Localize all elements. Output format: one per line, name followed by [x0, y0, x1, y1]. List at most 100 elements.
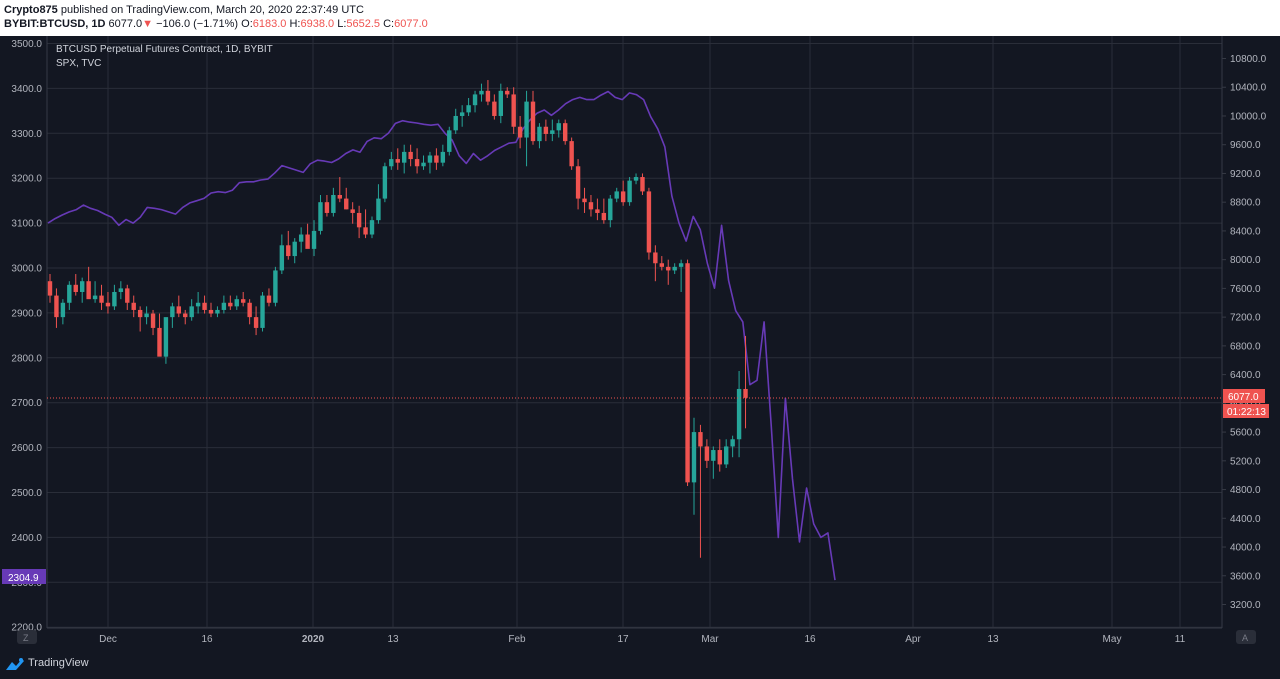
candle-body	[73, 284, 78, 292]
candle	[472, 90, 478, 113]
last-price-value: 6077.0	[108, 18, 143, 30]
candle-body	[517, 126, 523, 138]
candle	[273, 266, 278, 307]
candle	[73, 274, 78, 296]
candle-body	[537, 126, 542, 142]
x-tick-label: 17	[617, 634, 629, 645]
candle	[563, 119, 568, 145]
candle-body	[363, 227, 368, 235]
candle-body	[189, 306, 194, 318]
candle-body	[646, 191, 652, 253]
right-tick-label: 7200.0	[1230, 313, 1261, 324]
main-series-legend[interactable]: BTCUSD Perpetual Futures Contract, 1D, B…	[56, 44, 273, 55]
candle-body	[382, 166, 388, 199]
candle-body	[47, 281, 53, 296]
candle	[672, 263, 677, 275]
left-axis-ticks[interactable]: 3500.0 3400.0 3300.0 3200.0 3100.0 3000.0 2900…	[11, 39, 42, 634]
spx-last-badge-text: 2304.9	[8, 573, 39, 584]
candle	[157, 313, 162, 357]
candle	[459, 105, 465, 127]
candle	[537, 123, 542, 149]
candle	[492, 94, 497, 120]
left-tick-label: 2800.0	[11, 353, 42, 364]
candle	[530, 90, 536, 145]
x-tick-label: 2020	[302, 634, 325, 645]
candle	[614, 187, 619, 203]
candle	[99, 284, 104, 310]
left-tick-label: 2500.0	[11, 488, 42, 499]
candle-body	[633, 177, 639, 181]
right-axis-ticks[interactable]: 10800.0 10400.0 10000.0 9600.0 9200.0 8800.0 8…	[1222, 54, 1267, 611]
candle	[517, 115, 523, 149]
candle-body	[459, 112, 465, 116]
candle	[350, 202, 355, 224]
candle-body	[717, 450, 722, 465]
right-tick-label: 9200.0	[1230, 169, 1261, 180]
candle	[118, 281, 124, 300]
candle-body	[627, 180, 632, 203]
auto-scale-left-button[interactable]	[17, 630, 37, 644]
candle-body	[563, 123, 568, 142]
left-tick-label: 2400.0	[11, 533, 42, 544]
candle	[363, 209, 368, 239]
x-tick-label: Feb	[508, 634, 526, 645]
candle	[170, 302, 175, 328]
price-chart[interactable]: 3500.0 3400.0 3300.0 3200.0 3100.0 3000.0 2900…	[0, 36, 1280, 652]
candle	[286, 230, 291, 260]
right-tick-label: 10000.0	[1230, 111, 1267, 122]
right-tick-label: 4400.0	[1230, 514, 1261, 525]
left-tick-label: 2900.0	[11, 308, 42, 319]
right-tick-label: 4800.0	[1230, 485, 1261, 496]
candle	[447, 126, 452, 156]
candle-body	[582, 198, 587, 203]
candle	[221, 295, 227, 314]
candle	[440, 144, 446, 167]
candle-body	[440, 151, 446, 163]
candle-body	[427, 155, 433, 163]
countdown-badge-text: 01:22:13	[1227, 407, 1266, 418]
candle	[195, 291, 201, 314]
candle-body	[453, 115, 458, 131]
candle	[659, 256, 664, 271]
candle	[234, 295, 239, 310]
candle-body	[228, 302, 233, 307]
candle	[382, 162, 388, 203]
auto-scale-right-button[interactable]	[1236, 630, 1256, 644]
last-price-badge	[1223, 389, 1265, 403]
tradingview-brand-text[interactable]: TradingView	[28, 657, 89, 669]
candle-body	[466, 105, 471, 113]
right-tick-label: 6400.0	[1230, 370, 1261, 381]
overlay-series-legend[interactable]: SPX, TVC	[56, 58, 102, 69]
tradingview-logo-icon[interactable]	[6, 657, 24, 671]
candle-body	[260, 295, 265, 328]
candle-body	[337, 195, 342, 199]
candle-body	[183, 313, 188, 318]
candle	[524, 90, 529, 167]
right-tick-label: 8800.0	[1230, 198, 1261, 209]
x-tick-label: 13	[987, 634, 999, 645]
right-tick-label: 7600.0	[1230, 284, 1261, 295]
candle-body	[505, 90, 510, 95]
candle-body	[311, 230, 317, 249]
candle-body	[80, 281, 85, 292]
candle	[627, 177, 632, 206]
x-tick-label: Dec	[99, 634, 117, 645]
candle-body	[376, 198, 381, 221]
candle	[640, 173, 645, 195]
candle	[144, 306, 149, 325]
candle	[253, 306, 259, 336]
right-tick-label: 3600.0	[1230, 571, 1261, 582]
candle-body	[125, 288, 130, 303]
candle	[389, 151, 394, 170]
candle-body	[569, 141, 574, 167]
candle	[228, 295, 233, 310]
candle-body	[150, 313, 156, 328]
candle	[421, 155, 426, 170]
change-value: −106.0 (−1.71%)	[156, 18, 239, 30]
countdown-badge	[1223, 404, 1269, 418]
author-name[interactable]: Crypto875	[4, 4, 58, 16]
time-axis-ticks[interactable]: Dec 16 2020 13 Feb 17 Mar 16 Apr 13 May 11	[99, 634, 1186, 645]
candle	[569, 137, 574, 170]
candle-body	[447, 130, 452, 152]
open-label: O:	[241, 18, 253, 30]
